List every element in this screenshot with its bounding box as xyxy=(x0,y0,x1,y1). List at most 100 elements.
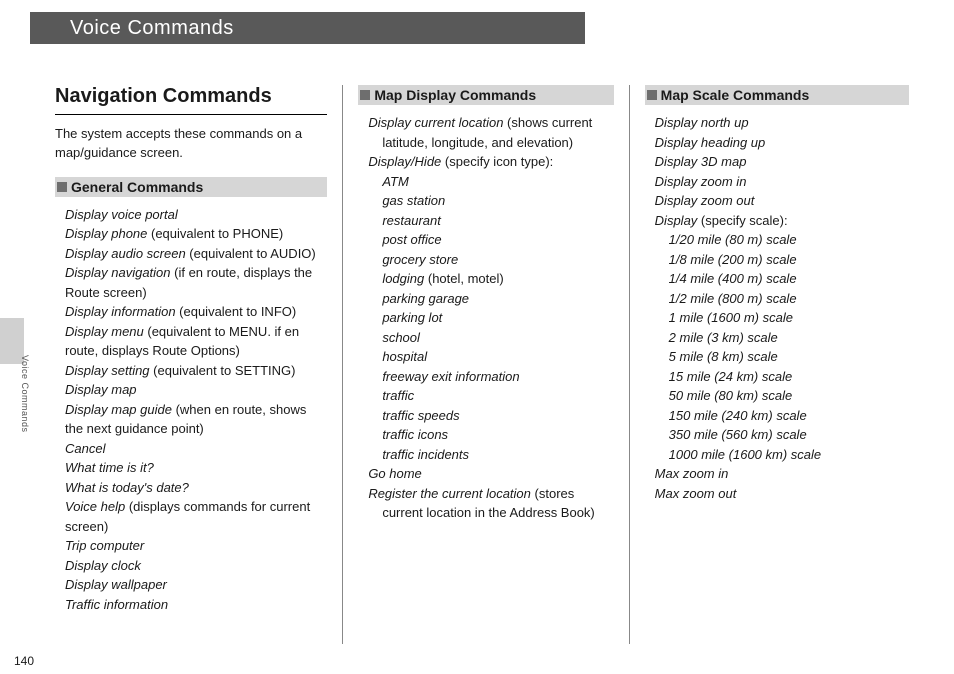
command-line: Go home xyxy=(368,464,613,484)
general-heading-label: General Commands xyxy=(71,179,203,195)
command-phrase: What is today's date? xyxy=(65,480,189,495)
command-line: 1/4 mile (400 m) scale xyxy=(655,269,909,289)
command-line: traffic speeds xyxy=(368,406,613,426)
command-line: Display setting (equivalent to SETTING) xyxy=(65,361,327,381)
command-line: gas station xyxy=(368,191,613,211)
command-line: Register the current location (stores cu… xyxy=(368,484,613,523)
page-header-title: Voice Commands xyxy=(70,17,234,40)
command-line: traffic icons xyxy=(368,425,613,445)
column-2: Map Display Commands Display current loc… xyxy=(342,85,629,644)
section-title: Navigation Commands xyxy=(55,85,327,108)
column-1: Navigation Commands The system accepts t… xyxy=(55,85,342,644)
general-commands-list: Display voice portal Display phone (equiv… xyxy=(55,205,327,615)
command-phrase: Voice help xyxy=(65,499,125,514)
command-line: Display menu (equivalent to MENU. if en … xyxy=(65,322,327,361)
command-line: Display navigation (if en route, display… xyxy=(65,263,327,302)
command-phrase: Display map guide xyxy=(65,402,172,417)
command-line: 15 mile (24 km) scale xyxy=(655,367,909,387)
command-phrase: Display/Hide xyxy=(368,154,441,169)
command-line: parking garage xyxy=(368,289,613,309)
square-bullet-icon xyxy=(57,182,67,192)
command-line: Display north up xyxy=(655,113,909,133)
command-line: Display/Hide (specify icon type): xyxy=(368,152,613,172)
command-line: 1/2 mile (800 m) scale xyxy=(655,289,909,309)
command-note: (equivalent to AUDIO) xyxy=(186,246,316,261)
command-line: What is today's date? xyxy=(65,478,327,498)
command-line: ATM xyxy=(368,172,613,192)
command-phrase: Display information xyxy=(65,304,176,319)
command-line: Display map xyxy=(65,380,327,400)
map-display-heading: Map Display Commands xyxy=(358,85,613,105)
page-header: Voice Commands xyxy=(30,12,585,44)
command-phrase: Cancel xyxy=(65,441,105,456)
command-phrase: Display menu xyxy=(65,324,144,339)
command-phrase: Display clock xyxy=(65,558,141,573)
command-line: post office xyxy=(368,230,613,250)
command-note: (specify scale): xyxy=(697,213,787,228)
command-phrase: Display map xyxy=(65,382,137,397)
command-phrase: Display wallpaper xyxy=(65,577,167,592)
command-line: Traffic information xyxy=(65,595,327,615)
command-line: restaurant xyxy=(368,211,613,231)
command-line: Display zoom in xyxy=(655,172,909,192)
command-phrase: Display phone xyxy=(65,226,147,241)
command-line: traffic incidents xyxy=(368,445,613,465)
command-phrase: Traffic information xyxy=(65,597,168,612)
command-line: Max zoom out xyxy=(655,484,909,504)
command-phrase: Register the current location xyxy=(368,486,531,501)
map-scale-heading-label: Map Scale Commands xyxy=(661,87,810,103)
general-commands-heading: General Commands xyxy=(55,177,327,197)
command-line: 5 mile (8 km) scale xyxy=(655,347,909,367)
map-display-heading-label: Map Display Commands xyxy=(374,87,536,103)
side-tab-label: Voice Commands xyxy=(20,355,30,433)
page-number: 140 xyxy=(14,654,34,668)
square-bullet-icon xyxy=(360,90,370,100)
command-line: Display voice portal xyxy=(65,205,327,225)
command-note: (equivalent to INFO) xyxy=(176,304,297,319)
map-scale-heading: Map Scale Commands xyxy=(645,85,909,105)
command-phrase: Display audio screen xyxy=(65,246,186,261)
command-line: school xyxy=(368,328,613,348)
command-line: Display (specify scale): xyxy=(655,211,909,231)
command-line: Voice help (displays commands for curren… xyxy=(65,497,327,536)
command-phrase: Trip computer xyxy=(65,538,144,553)
command-line: Display 3D map xyxy=(655,152,909,172)
command-line: Trip computer xyxy=(65,536,327,556)
map-display-list: Display current location (shows current … xyxy=(358,113,613,523)
command-note: (specify icon type): xyxy=(441,154,553,169)
command-line: hospital xyxy=(368,347,613,367)
command-line: 350 mile (560 km) scale xyxy=(655,425,909,445)
command-line: Display information (equivalent to INFO) xyxy=(65,302,327,322)
command-phrase: Display xyxy=(655,213,698,228)
command-phrase: Display current location xyxy=(368,115,503,130)
command-note: (equivalent to PHONE) xyxy=(147,226,283,241)
command-phrase: Display navigation xyxy=(65,265,171,280)
command-line: grocery store xyxy=(368,250,613,270)
command-line: Cancel xyxy=(65,439,327,459)
command-line: Display map guide (when en route, shows … xyxy=(65,400,327,439)
command-phrase: What time is it? xyxy=(65,460,154,475)
command-line: Display phone (equivalent to PHONE) xyxy=(65,224,327,244)
map-scale-list: Display north upDisplay heading upDispla… xyxy=(645,113,909,503)
command-line: 50 mile (80 km) scale xyxy=(655,386,909,406)
intro-text: The system accepts these commands on a m… xyxy=(55,125,327,163)
command-note: (hotel, motel) xyxy=(424,271,503,286)
command-line: 1/8 mile (200 m) scale xyxy=(655,250,909,270)
column-3: Map Scale Commands Display north up Displ… xyxy=(630,85,909,644)
command-phrase: lodging xyxy=(382,271,424,286)
command-note: (equivalent to SETTING) xyxy=(150,363,296,378)
command-line: Max zoom in xyxy=(655,464,909,484)
command-line: traffic xyxy=(368,386,613,406)
command-line: What time is it? xyxy=(65,458,327,478)
command-line: 1 mile (1600 m) scale xyxy=(655,308,909,328)
command-line: Display audio screen (equivalent to AUDI… xyxy=(65,244,327,264)
command-line: Display current location (shows current … xyxy=(368,113,613,152)
command-line: Display wallpaper xyxy=(65,575,327,595)
command-phrase: Display voice portal xyxy=(65,207,178,222)
command-line: 1/20 mile (80 m) scale xyxy=(655,230,909,250)
command-line: freeway exit information xyxy=(368,367,613,387)
command-line: lodging (hotel, motel) xyxy=(368,269,613,289)
command-line: 1000 mile (1600 km) scale xyxy=(655,445,909,465)
command-line: Display zoom out xyxy=(655,191,909,211)
command-line: parking lot xyxy=(368,308,613,328)
